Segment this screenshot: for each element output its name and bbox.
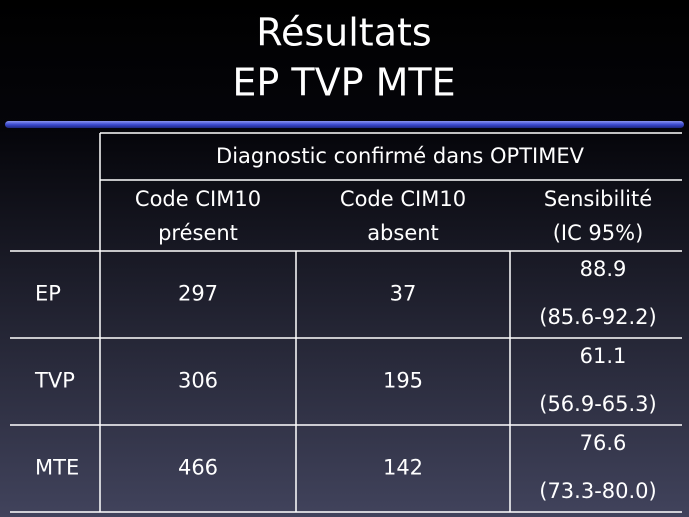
row-label: TVP <box>34 369 75 393</box>
cell-value: 37 <box>390 282 417 306</box>
sensitivity: 76.6 <box>580 431 627 455</box>
group-header: Diagnostic confirmé dans OPTIMEV <box>216 144 585 168</box>
table: Diagnostic confirmé dans OPTIMEV Code CI… <box>10 132 682 513</box>
title-underline <box>5 121 684 128</box>
title-line: EP TVP MTE <box>232 61 455 105</box>
sensitivity: 88.9 <box>580 257 627 281</box>
column-header: présent <box>158 221 238 245</box>
confidence-interval: (56.9-65.3) <box>539 392 656 416</box>
confidence-interval: (73.3-80.0) <box>539 479 656 503</box>
title-line: Résultats <box>256 11 431 55</box>
row-label: MTE <box>35 456 79 480</box>
cell-value: 195 <box>383 369 423 393</box>
column-header: Code CIM10 <box>135 187 261 211</box>
row-label: EP <box>35 282 61 306</box>
cell-value: 142 <box>383 456 423 480</box>
column-header: (IC 95%) <box>553 221 644 245</box>
confidence-interval: (85.6-92.2) <box>539 305 656 329</box>
cell-value: 306 <box>178 369 218 393</box>
cell-value: 297 <box>178 282 218 306</box>
column-header: Code CIM10 <box>340 187 466 211</box>
cell-value: 466 <box>178 456 218 480</box>
column-header: absent <box>367 221 439 245</box>
sensitivity: 61.1 <box>580 344 627 368</box>
column-header: Sensibilité <box>544 187 652 211</box>
